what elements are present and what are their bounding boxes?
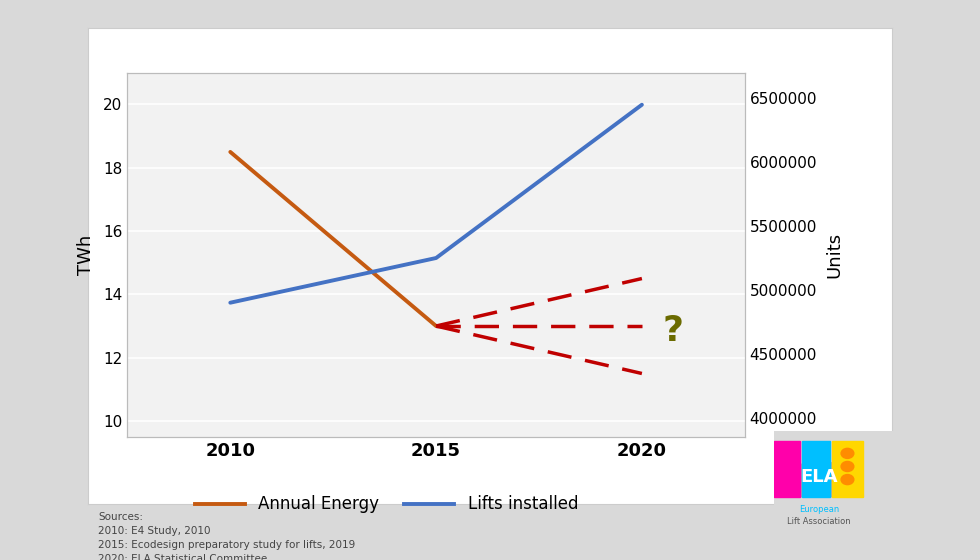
Circle shape [841, 461, 854, 472]
Bar [803, 441, 830, 497]
Legend: Annual Energy, Lifts installed: Annual Energy, Lifts installed [188, 489, 585, 520]
Y-axis label: TWh: TWh [76, 235, 95, 275]
Text: Sources:
2010: E4 Study, 2010
2015: Ecodesign preparatory study for lifts, 2019
: Sources: 2010: E4 Study, 2010 2015: Ecod… [98, 512, 355, 560]
Bar [774, 441, 800, 497]
Text: Lift Association: Lift Association [787, 517, 851, 526]
Text: European: European [799, 505, 839, 514]
Bar [832, 441, 863, 497]
Circle shape [841, 449, 854, 459]
Y-axis label: Units: Units [825, 232, 844, 278]
Wedge shape [774, 461, 863, 497]
Text: ?: ? [662, 314, 683, 348]
Circle shape [841, 474, 854, 484]
Text: ELA: ELA [800, 468, 838, 486]
